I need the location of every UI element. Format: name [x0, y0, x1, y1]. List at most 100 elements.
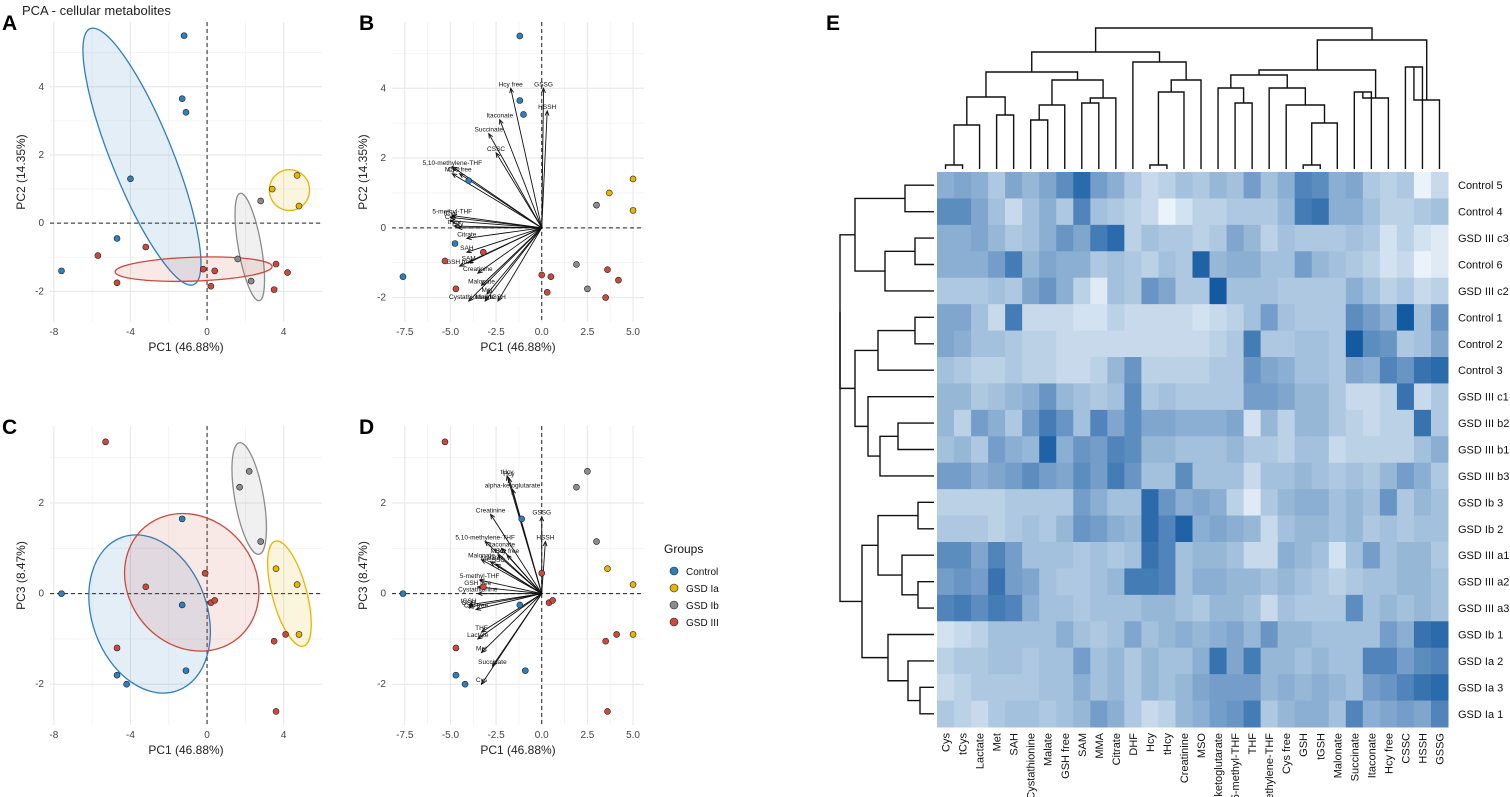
- heatmap-cell: [988, 357, 1006, 384]
- arrow-head-thcy: [452, 223, 459, 229]
- loading-label-gsh-free: GSH free: [446, 259, 473, 266]
- row-label-gsd-iii-b3: GSD III b3: [1458, 471, 1509, 483]
- heatmap-cell: [1175, 515, 1193, 543]
- heatmap-cell: [1107, 251, 1125, 279]
- heatmap-cell: [1090, 700, 1108, 728]
- heatmap-cell: [1311, 224, 1330, 252]
- row-dendrogram-branch: [877, 329, 934, 371]
- heatmap-cell: [1277, 568, 1296, 596]
- point-control: [399, 273, 407, 280]
- loading-arrow-cys: [481, 593, 543, 685]
- heatmap-cell: [1260, 330, 1279, 358]
- heatmap-cell: [1209, 224, 1228, 252]
- heatmap-cell: [1056, 224, 1074, 252]
- heatmap-cell: [1107, 647, 1125, 675]
- heatmap-cell: [1243, 700, 1262, 728]
- point-gsd-ia: [295, 202, 303, 210]
- heatmap-cell: [1192, 568, 1211, 596]
- heatmap-cell: [1090, 594, 1108, 622]
- heatmap-cell: [1379, 674, 1398, 702]
- heatmap-cell: [1243, 542, 1262, 569]
- heatmap-cell: [1396, 277, 1415, 305]
- heatmap-cell: [1192, 436, 1211, 464]
- heatmap-cell: [1243, 383, 1262, 411]
- heatmap-cell: [1056, 568, 1074, 596]
- column-dendrogram-branch: [1149, 164, 1168, 169]
- loading-arrow-malate: [484, 227, 543, 302]
- heatmap-cell: [1073, 515, 1091, 543]
- confidence-ellipse-control: [88, 534, 212, 694]
- point-gsd-iii: [613, 631, 620, 638]
- heatmap-cell: [1005, 647, 1023, 675]
- heatmap-cell: [1345, 277, 1364, 305]
- heatmap-cell: [1260, 304, 1279, 332]
- heatmap-cell: [1413, 436, 1432, 464]
- heatmap-cell: [1124, 224, 1142, 252]
- heatmap-cell: [1277, 383, 1296, 411]
- heatmap-cell: [988, 304, 1006, 332]
- arrow-head-cys: [480, 679, 486, 686]
- heatmap-cell: [1226, 251, 1245, 279]
- x-tick-label: 2.5: [580, 730, 594, 741]
- heatmap-cell: [1294, 542, 1313, 569]
- loading-label-sah: SAH: [460, 245, 474, 252]
- heatmap-cell: [1073, 594, 1091, 622]
- loading-label-5-methyl-thf: 5-methyl-THF: [432, 209, 472, 216]
- heatmap-cell: [1107, 542, 1125, 569]
- point-control: [518, 515, 525, 523]
- x-tick-label: -5.0: [442, 730, 460, 741]
- heatmap-cell: [1294, 647, 1313, 675]
- heatmap-cell: [1005, 304, 1023, 332]
- column-label-creatinine: Creatinine: [1179, 733, 1191, 783]
- heatmap-cell: [1345, 172, 1364, 199]
- row-dendrogram-branch: [861, 544, 888, 659]
- heatmap-cell: [1362, 277, 1381, 305]
- y-tick-label: 0: [38, 589, 44, 600]
- row-label-gsd-ia-3: GSD Ia 3: [1458, 682, 1503, 694]
- heatmap-cell: [1328, 172, 1347, 199]
- heatmap-cell: [1345, 621, 1364, 649]
- panel-b-pca-biplot: -7.5 -5.0 -2.5 0.0 2.5 5.0 -2 0 2 4 PC1 (46.88%) PC…: [356, 22, 644, 354]
- point-control: [180, 32, 188, 39]
- row-dendrogram-branch: [839, 311, 862, 603]
- row-label-gsd-ia-2: GSD Ia 2: [1458, 656, 1503, 668]
- heatmap-cell: [1090, 568, 1108, 596]
- heatmap-cell: [1141, 383, 1159, 411]
- heatmap-cell: [1413, 542, 1432, 569]
- loading-label-mso: MSO: [491, 548, 506, 555]
- loading-arrow-hssh: [541, 541, 546, 594]
- heatmap-cell: [1209, 621, 1228, 649]
- heatmap-cell: [1430, 674, 1449, 702]
- row-label-gsd-iii-a2: GSD III a2: [1458, 577, 1509, 589]
- heatmap-cell: [1107, 357, 1125, 384]
- heatmap-cells: [937, 172, 1449, 728]
- column-dendrogram-branch: [1362, 92, 1390, 169]
- heatmap-cell: [1345, 594, 1364, 622]
- heatmap-cell: [1260, 674, 1279, 702]
- heatmap-cell: [954, 515, 972, 543]
- heatmap-cell: [988, 647, 1006, 675]
- loading-arrow-lactate: [477, 593, 542, 640]
- column-dendrogram-branch: [1353, 91, 1373, 169]
- heatmap-cell: [1158, 647, 1176, 675]
- heatmap-cell: [1124, 621, 1142, 649]
- heatmap-cell: [1175, 330, 1193, 358]
- panel-e-heatmap: Control 5 Control 4 GSD III c3 Control 6 GSD…: [839, 27, 1509, 797]
- heatmap-cell: [988, 700, 1006, 728]
- point-gsd-iii: [207, 282, 215, 290]
- x-tick-label: 4: [281, 730, 287, 741]
- y-tick-label: -2: [377, 293, 386, 304]
- heatmap-cell: [971, 647, 989, 675]
- heatmap-cell: [971, 436, 989, 464]
- point-gsd-ib: [573, 261, 580, 268]
- heatmap-cell: [1022, 198, 1040, 226]
- point-gsd-iii: [113, 279, 121, 287]
- heatmap-cell: [1175, 700, 1193, 728]
- loading-arrow-5-methyl-thf: [479, 579, 542, 595]
- loading-label-succinate: Succinate: [478, 659, 507, 666]
- heatmap-cell: [971, 568, 989, 596]
- heatmap-cell: [1192, 198, 1211, 226]
- point-gsd-ib: [247, 277, 255, 285]
- heatmap-cell: [1396, 594, 1415, 622]
- heatmap-cell: [1294, 621, 1313, 649]
